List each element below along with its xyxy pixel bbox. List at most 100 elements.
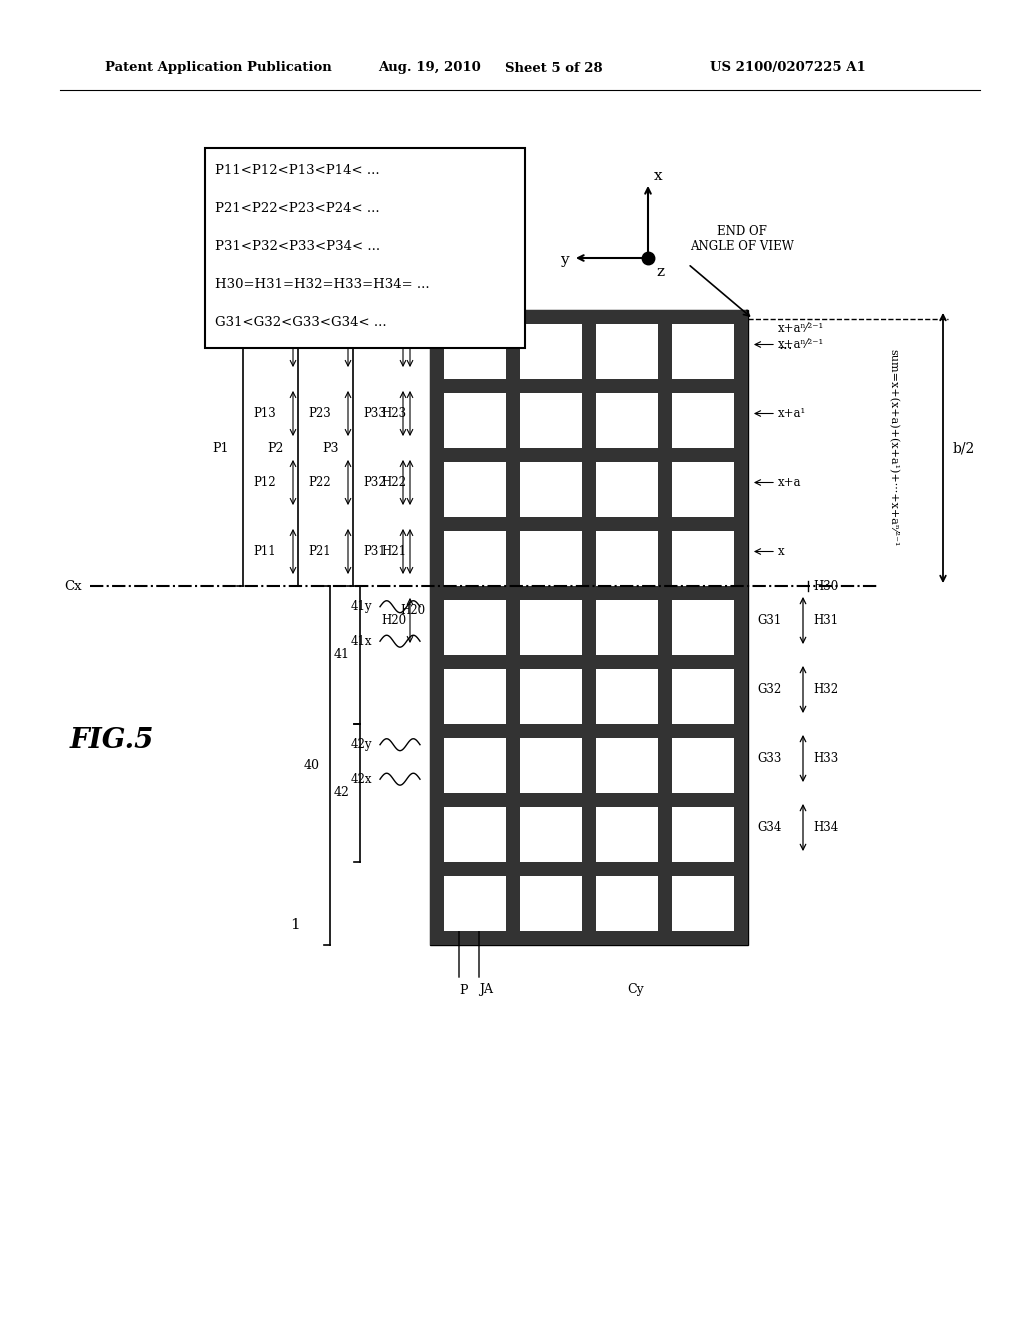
Text: P11: P11 <box>254 545 276 558</box>
Text: H30=H31=H32=H33=H34= ...: H30=H31=H32=H33=H34= ... <box>215 277 430 290</box>
Bar <box>734 310 748 945</box>
Text: JA: JA <box>479 983 493 997</box>
Text: x: x <box>654 169 663 183</box>
Bar <box>672 601 734 655</box>
Text: sum=x+(x+a)+(x+a¹)+···+x+aⁿ⁄²⁻¹: sum=x+(x+a)+(x+a¹)+···+x+aⁿ⁄²⁻¹ <box>888 350 898 546</box>
Bar <box>672 807 734 862</box>
Text: Cx: Cx <box>65 579 82 593</box>
Bar <box>596 738 658 793</box>
Text: P1: P1 <box>213 441 229 454</box>
Text: G33: G33 <box>757 752 781 766</box>
Bar <box>430 793 748 807</box>
Text: P21<P22<P23<P24< ...: P21<P22<P23<P24< ... <box>215 202 380 214</box>
Text: P11<P12<P13<P14< ...: P11<P12<P13<P14< ... <box>215 164 380 177</box>
Text: G31: G31 <box>757 614 781 627</box>
Text: 42x: 42x <box>350 772 372 785</box>
Bar <box>596 669 658 723</box>
Bar <box>596 393 658 447</box>
Text: x+aⁿ⁄²⁻¹: x+aⁿ⁄²⁻¹ <box>778 322 824 335</box>
Bar <box>430 862 748 876</box>
Text: US 2100/0207225 A1: US 2100/0207225 A1 <box>710 62 865 74</box>
Bar <box>444 738 506 793</box>
Bar <box>672 531 734 586</box>
Text: P21: P21 <box>308 545 332 558</box>
Text: 41x: 41x <box>350 635 372 648</box>
Text: 40: 40 <box>304 759 319 772</box>
Text: 42: 42 <box>334 787 350 800</box>
Text: Patent Application Publication: Patent Application Publication <box>105 62 332 74</box>
Bar <box>444 531 506 586</box>
Bar <box>520 738 582 793</box>
Bar <box>672 462 734 517</box>
Text: z: z <box>656 265 664 279</box>
Text: H20: H20 <box>400 603 425 616</box>
Text: P13: P13 <box>254 407 276 420</box>
Text: b/2: b/2 <box>953 441 975 455</box>
Bar <box>444 323 506 379</box>
Text: y: y <box>560 253 568 267</box>
Bar <box>430 310 748 323</box>
Text: P23: P23 <box>308 407 332 420</box>
Bar <box>658 310 672 945</box>
Bar <box>520 669 582 723</box>
Text: H21: H21 <box>381 545 406 558</box>
Bar <box>430 517 748 531</box>
Bar <box>596 531 658 586</box>
Text: P14: P14 <box>254 338 276 351</box>
Text: P33: P33 <box>364 407 386 420</box>
Bar <box>672 738 734 793</box>
Bar <box>672 669 734 723</box>
Text: x+a: x+a <box>778 477 802 488</box>
Bar <box>430 310 444 945</box>
Bar <box>520 323 582 379</box>
Text: Sheet 5 of 28: Sheet 5 of 28 <box>505 62 603 74</box>
Text: x+aⁿ⁄²⁻¹: x+aⁿ⁄²⁻¹ <box>778 338 824 351</box>
Text: P2: P2 <box>267 441 284 454</box>
Text: G34: G34 <box>757 821 781 834</box>
Text: Aug. 19, 2010: Aug. 19, 2010 <box>378 62 480 74</box>
Text: Cy: Cy <box>627 983 644 997</box>
Text: P22: P22 <box>308 477 332 488</box>
Bar <box>430 655 748 669</box>
Text: H24: H24 <box>381 338 406 351</box>
Bar <box>444 601 506 655</box>
Text: 41: 41 <box>334 648 350 661</box>
Text: H30: H30 <box>813 579 839 593</box>
Text: 1: 1 <box>290 917 300 932</box>
Bar <box>672 323 734 379</box>
Bar <box>444 462 506 517</box>
Text: 42y: 42y <box>350 738 372 751</box>
Text: ...: ... <box>778 337 793 352</box>
Bar <box>205 148 525 348</box>
Text: H22: H22 <box>381 477 406 488</box>
Text: P31<P32<P33<P34< ...: P31<P32<P33<P34< ... <box>215 239 380 252</box>
Bar <box>672 393 734 447</box>
Text: H20: H20 <box>381 614 406 627</box>
Text: H33: H33 <box>813 752 839 766</box>
Bar <box>430 723 748 738</box>
Text: P31: P31 <box>364 545 386 558</box>
Text: H31: H31 <box>813 614 838 627</box>
Text: H34: H34 <box>813 821 839 834</box>
Bar <box>520 807 582 862</box>
Bar <box>520 462 582 517</box>
Text: P24: P24 <box>308 338 332 351</box>
Bar <box>520 531 582 586</box>
Bar <box>430 379 748 393</box>
Bar <box>596 601 658 655</box>
Bar <box>430 586 748 601</box>
Text: P3: P3 <box>323 441 339 454</box>
Bar <box>444 393 506 447</box>
Text: P32: P32 <box>364 477 386 488</box>
Bar <box>444 807 506 862</box>
Text: G32: G32 <box>757 682 781 696</box>
Text: G31<G32<G33<G34< ...: G31<G32<G33<G34< ... <box>215 315 387 329</box>
Text: 41y: 41y <box>350 601 372 614</box>
Text: H32: H32 <box>813 682 838 696</box>
Bar <box>444 669 506 723</box>
Bar <box>596 323 658 379</box>
Bar <box>430 310 748 945</box>
Bar <box>596 876 658 931</box>
Bar <box>520 876 582 931</box>
Bar <box>520 393 582 447</box>
